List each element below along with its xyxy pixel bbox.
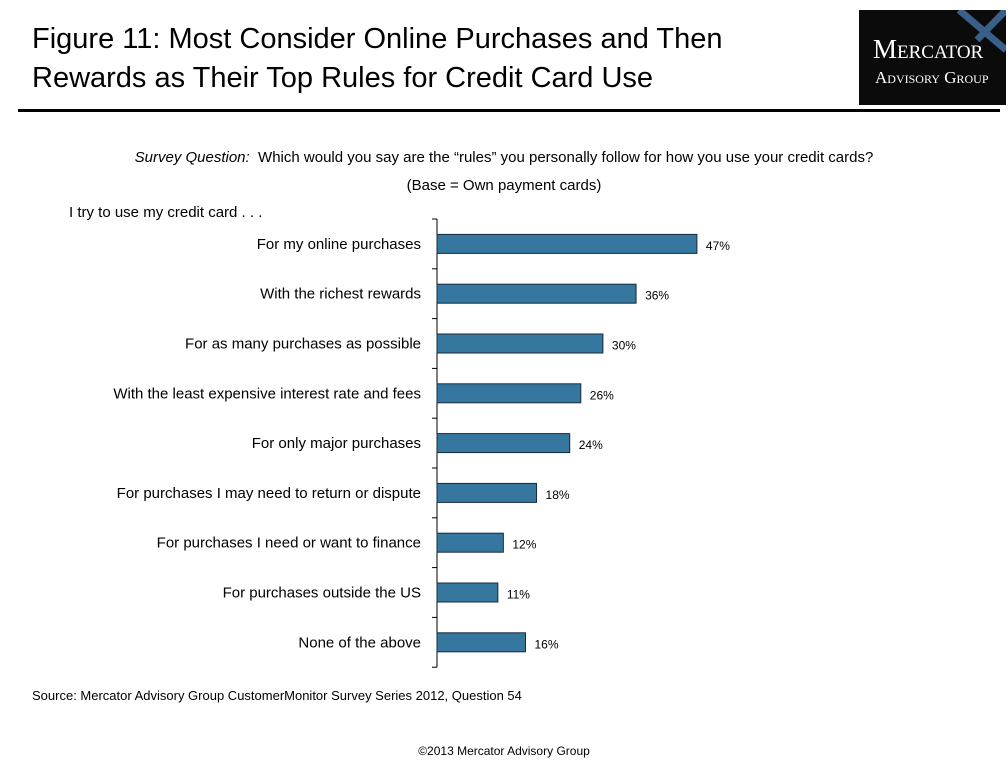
bar (436, 532, 504, 553)
value-label: 30% (612, 339, 636, 353)
logo-subtitle: Advisory Group (875, 68, 989, 87)
title-divider (18, 109, 1000, 112)
bar (436, 632, 526, 653)
category-label: For my online purchases (257, 236, 421, 253)
value-label: 24% (579, 438, 603, 452)
bar (436, 283, 637, 304)
category-label: For as many purchases as possible (185, 336, 421, 353)
category-label: With the richest rewards (260, 286, 421, 303)
bar (436, 333, 604, 354)
title-line-2: Rewards as Their Top Rules for Credit Ca… (32, 62, 654, 94)
title-line-1: Figure 11: Most Consider Online Purchase… (32, 23, 723, 55)
category-labels: For my online purchases With the richest … (113, 236, 421, 651)
category-label: For purchases I need or want to finance (157, 535, 421, 552)
survey-question-text: Which would you say are the “rules” you … (258, 149, 874, 166)
bar (436, 233, 698, 254)
bars (436, 233, 698, 653)
logo-wordmark: Mercator (873, 34, 984, 64)
mercator-logo: Mercator Advisory Group (859, 10, 1006, 105)
category-label: With the least expensive interest rate a… (113, 385, 421, 402)
value-labels: 47% 36% 30% 26% 24% 18% 12% 11% 16% (507, 239, 730, 651)
value-label: 16% (534, 637, 558, 651)
bar (436, 482, 538, 503)
bar (436, 582, 499, 603)
category-label: For purchases outside the US (223, 585, 421, 602)
category-label: For purchases I may need to return or di… (117, 485, 421, 502)
survey-question-lead: Survey Question: (134, 149, 250, 166)
copyright-note: ©2013 Mercator Advisory Group (418, 744, 590, 758)
source-note: Source: Mercator Advisory Group Customer… (32, 688, 522, 703)
bar (436, 383, 582, 404)
value-label: 47% (706, 239, 730, 253)
bar (436, 433, 571, 454)
value-label: 18% (546, 488, 570, 502)
base-note: (Base = Own payment cards) (406, 177, 602, 194)
value-label: 36% (645, 289, 669, 303)
category-header: I try to use my credit card . . . (69, 204, 262, 221)
logo-x-mark-icon (956, 10, 1006, 53)
category-label: For only major purchases (252, 435, 421, 452)
axis-ticks (432, 218, 437, 668)
value-label: 12% (512, 538, 536, 552)
survey-question: Survey Question: Which would you say are… (0, 149, 1008, 166)
value-label: 26% (590, 388, 614, 402)
value-label: 11% (507, 588, 530, 602)
slide-title: Figure 11: Most Consider Online Purchase… (32, 20, 832, 98)
category-label: None of the above (298, 634, 421, 651)
bar-chart: I try to use my credit card . . . For my… (69, 204, 730, 668)
